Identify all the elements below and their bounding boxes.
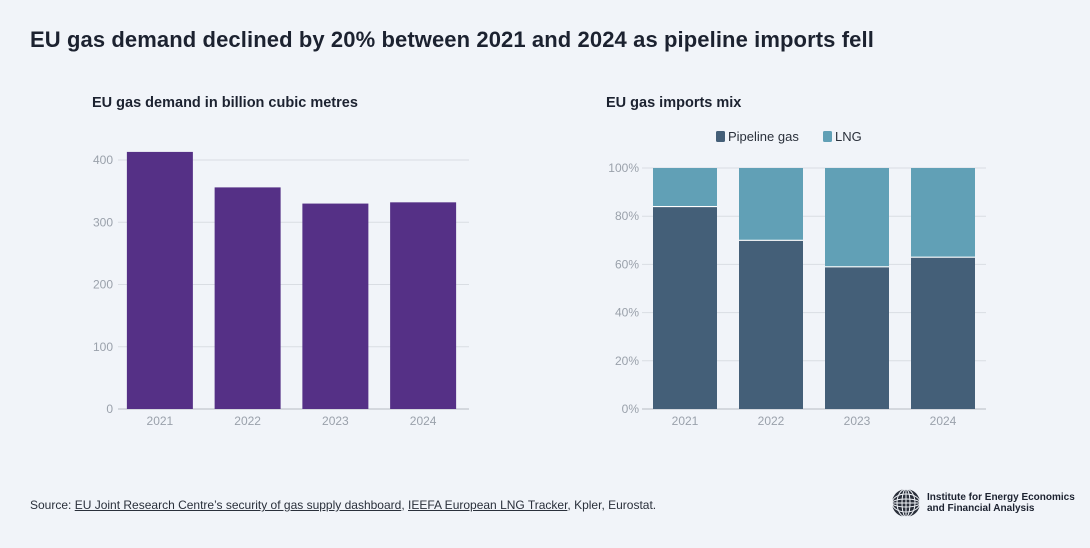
x-tick-label: 2021 bbox=[147, 414, 174, 428]
legend-label: LNG bbox=[835, 129, 862, 144]
left-chart-title: EU gas demand in billion cubic metres bbox=[92, 95, 358, 111]
imports-bar-lng-2022 bbox=[739, 168, 803, 241]
x-tick-label: 2024 bbox=[410, 414, 437, 428]
imports-bar-lng-2023 bbox=[825, 168, 889, 267]
legend-label: Pipeline gas bbox=[728, 129, 799, 144]
x-tick-label: 2022 bbox=[234, 414, 261, 428]
imports-bar-lng-2021 bbox=[653, 168, 717, 207]
y-tick-label: 0% bbox=[622, 402, 640, 416]
y-tick-label: 100 bbox=[93, 340, 113, 354]
ieefa-logo: Institute for Energy Economics and Finan… bbox=[891, 488, 1075, 518]
y-tick-label: 100% bbox=[608, 161, 639, 175]
x-tick-label: 2023 bbox=[844, 414, 871, 428]
y-tick-label: 80% bbox=[615, 209, 639, 223]
demand-bar-2022 bbox=[214, 187, 281, 409]
demand-bar-2023 bbox=[302, 203, 369, 409]
legend-swatch-lng bbox=[823, 131, 832, 142]
y-tick-label: 0 bbox=[106, 402, 113, 416]
globe-icon bbox=[891, 488, 921, 518]
x-tick-label: 2024 bbox=[930, 414, 957, 428]
y-tick-label: 20% bbox=[615, 354, 639, 368]
x-tick-label: 2023 bbox=[322, 414, 349, 428]
right-chart-title: EU gas imports mix bbox=[606, 95, 742, 111]
source-prefix: Source: bbox=[30, 498, 75, 512]
y-tick-label: 300 bbox=[93, 215, 113, 229]
x-tick-label: 2022 bbox=[758, 414, 785, 428]
source-separator: , bbox=[401, 498, 408, 512]
imports-bar-pipeline-gas-2023 bbox=[825, 266, 889, 409]
logo-line-2: and Financial Analysis bbox=[927, 503, 1035, 514]
y-tick-label: 60% bbox=[615, 257, 639, 271]
jrc-dashboard-link[interactable]: EU Joint Research Centre’s security of g… bbox=[74, 498, 402, 512]
imports-bar-pipeline-gas-2021 bbox=[653, 206, 717, 409]
x-tick-label: 2021 bbox=[672, 414, 699, 428]
y-tick-label: 200 bbox=[93, 278, 113, 292]
imports-bar-pipeline-gas-2024 bbox=[911, 257, 975, 409]
y-tick-label: 40% bbox=[615, 306, 639, 320]
demand-bar-2021 bbox=[126, 151, 193, 409]
imports-bar-pipeline-gas-2022 bbox=[739, 240, 803, 409]
source-suffix: , Kpler, Eurostat. bbox=[567, 498, 657, 512]
source-footer: Source: EU Joint Research Centre’s secur… bbox=[30, 498, 656, 512]
y-tick-label: 400 bbox=[93, 153, 113, 167]
logo-line-1: Institute for Energy Economics bbox=[927, 492, 1075, 503]
page-title: EU gas demand declined by 20% between 20… bbox=[30, 27, 874, 52]
demand-bar-2024 bbox=[390, 202, 457, 409]
legend-swatch-pipeline-gas bbox=[716, 131, 725, 142]
imports-bar-lng-2024 bbox=[911, 168, 975, 258]
lng-tracker-link[interactable]: IEEFA European LNG Tracker bbox=[408, 498, 568, 512]
